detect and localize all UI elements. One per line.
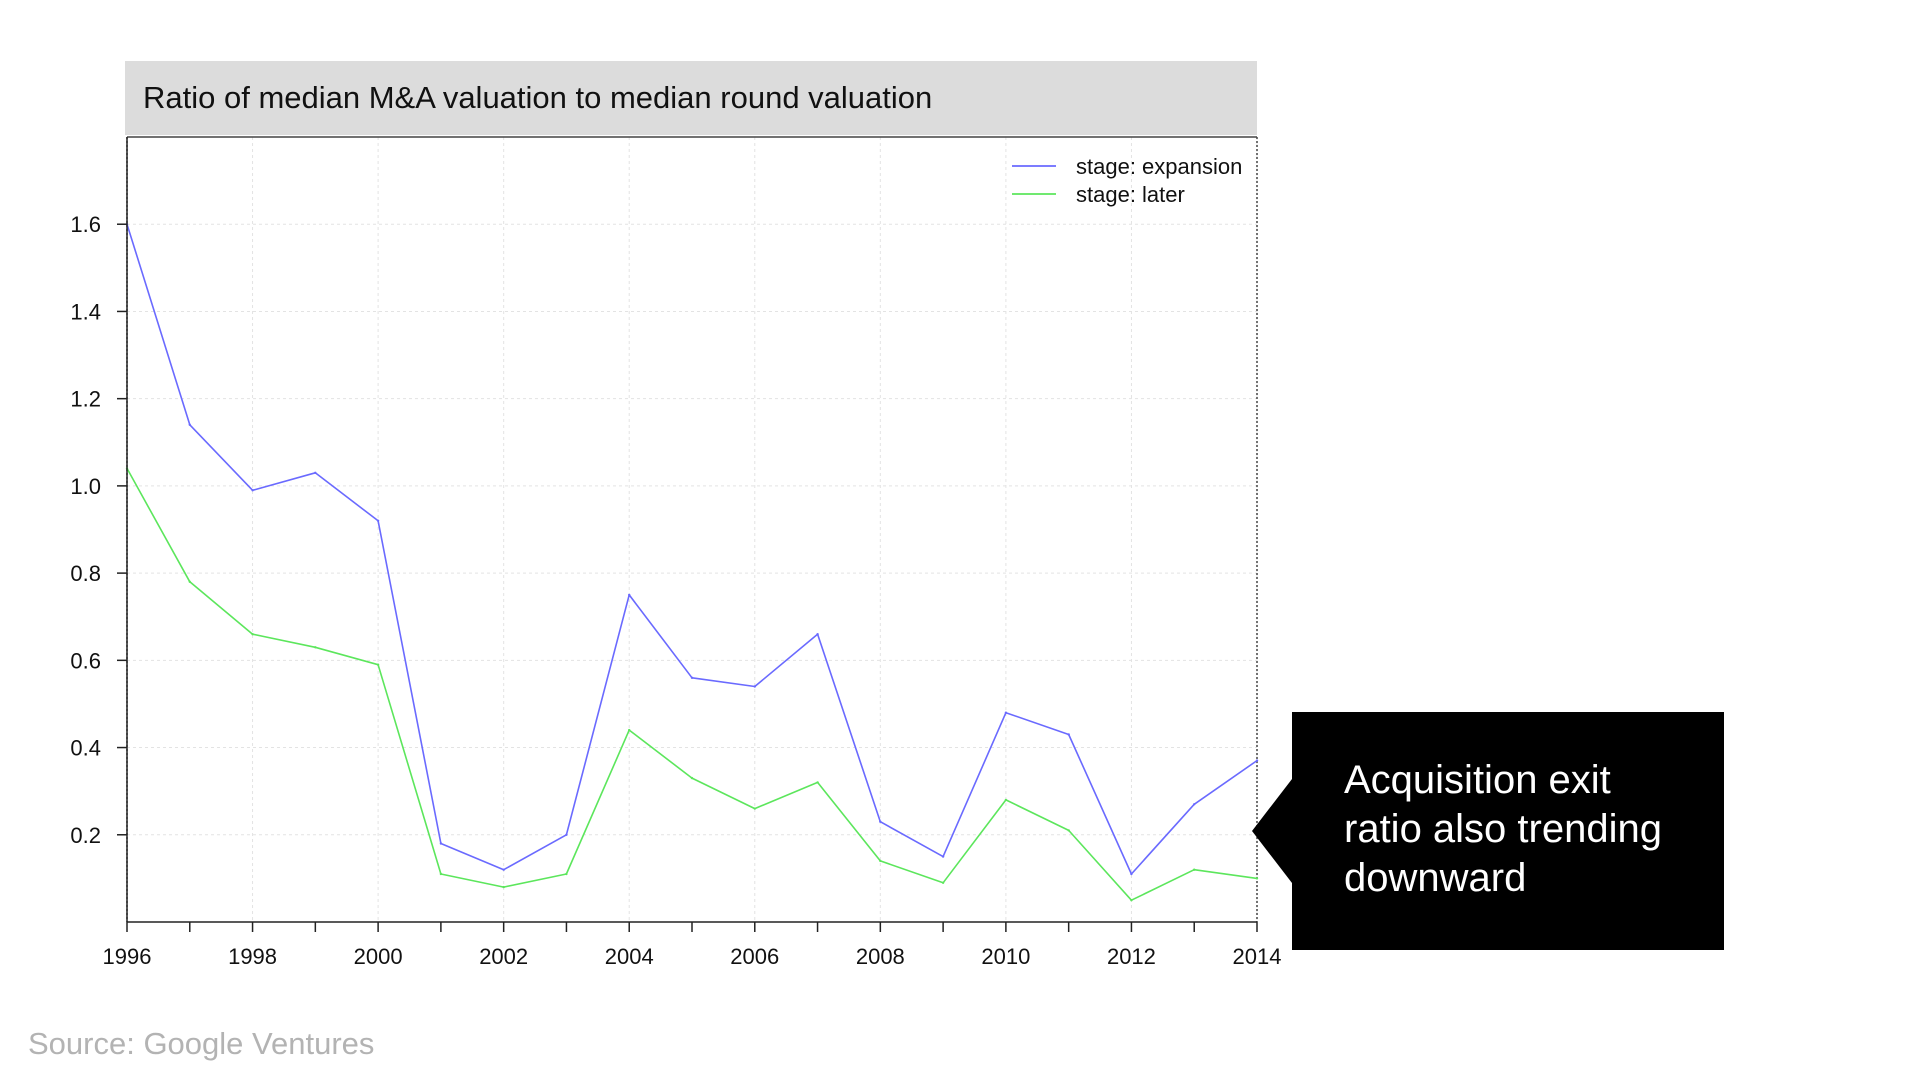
data-point (314, 646, 317, 649)
plot-frame (126, 136, 1258, 922)
data-point (628, 593, 631, 597)
callout-pointer (1252, 779, 1292, 883)
data-point (879, 820, 882, 823)
y-tick-label: 1.4 (70, 299, 101, 324)
data-point (502, 868, 505, 871)
data-point (941, 881, 945, 884)
grid-layer (126, 137, 1258, 922)
callout-text: Acquisition exit ratio also trending dow… (1344, 758, 1662, 900)
x-tick-label: 2006 (730, 944, 779, 969)
data-point (941, 855, 945, 858)
x-tick-label: 1998 (228, 944, 277, 969)
x-tick-label: 2004 (605, 944, 654, 969)
x-tick-label: 2002 (479, 944, 528, 969)
y-tick-label: 0.4 (70, 736, 101, 761)
data-point (188, 423, 191, 426)
series-line-later (126, 468, 1258, 902)
data-point (753, 807, 756, 810)
series-layer (125, 223, 1259, 902)
data-point (628, 728, 631, 732)
data-point (565, 872, 568, 876)
chart-title: Ratio of median M&A valuation to median … (143, 80, 933, 115)
data-point (753, 685, 756, 688)
data-point (816, 633, 819, 636)
x-tick-label: 2010 (981, 944, 1030, 969)
callout-box: Acquisition exit ratio also trending dow… (1292, 712, 1724, 950)
data-point (1067, 829, 1070, 832)
y-tick-label: 0.6 (70, 648, 101, 673)
source-note: Source: Google Ventures (28, 1026, 375, 1061)
legend: stage: expansion stage: later (1012, 154, 1242, 207)
data-point (376, 519, 380, 522)
data-point (1067, 733, 1070, 736)
data-point (1193, 803, 1196, 806)
data-point (376, 663, 380, 666)
y-tick-label: 0.8 (70, 561, 101, 586)
y-tick-label: 1.0 (70, 474, 101, 499)
data-point (690, 776, 694, 780)
data-point (314, 471, 317, 474)
data-point (1130, 872, 1133, 876)
data-point (502, 885, 505, 889)
x-tick-label: 2000 (354, 944, 403, 969)
x-tick-label: 2014 (1233, 944, 1282, 969)
y-tick-label: 1.2 (70, 387, 101, 412)
data-point (251, 489, 254, 492)
x-tick-label: 1996 (103, 944, 152, 969)
data-point (1004, 711, 1008, 714)
data-point (251, 633, 254, 636)
y-tick-label: 1.6 (70, 212, 101, 237)
series-line-expansion (126, 223, 1258, 875)
data-point (1004, 798, 1008, 802)
data-point (816, 781, 819, 784)
x-tick-label: 2008 (856, 944, 905, 969)
axes: 1996 1998 2000 2002 2004 2006 2008 2010 2012 2014… (70, 137, 1281, 969)
data-point (1130, 899, 1133, 902)
data-point (188, 580, 191, 583)
data-point (1193, 868, 1196, 871)
legend-label: stage: later (1076, 182, 1185, 207)
data-point (1255, 759, 1259, 762)
data-point (439, 872, 443, 876)
data-point (565, 833, 568, 836)
legend-label: stage: expansion (1076, 154, 1242, 179)
x-tick-label: 2012 (1107, 944, 1156, 969)
data-point (879, 859, 882, 863)
data-point (690, 676, 694, 679)
chart-title-bar: Ratio of median M&A valuation to median … (125, 61, 1257, 135)
y-tick-label: 0.2 (70, 823, 101, 848)
data-point (439, 842, 443, 845)
